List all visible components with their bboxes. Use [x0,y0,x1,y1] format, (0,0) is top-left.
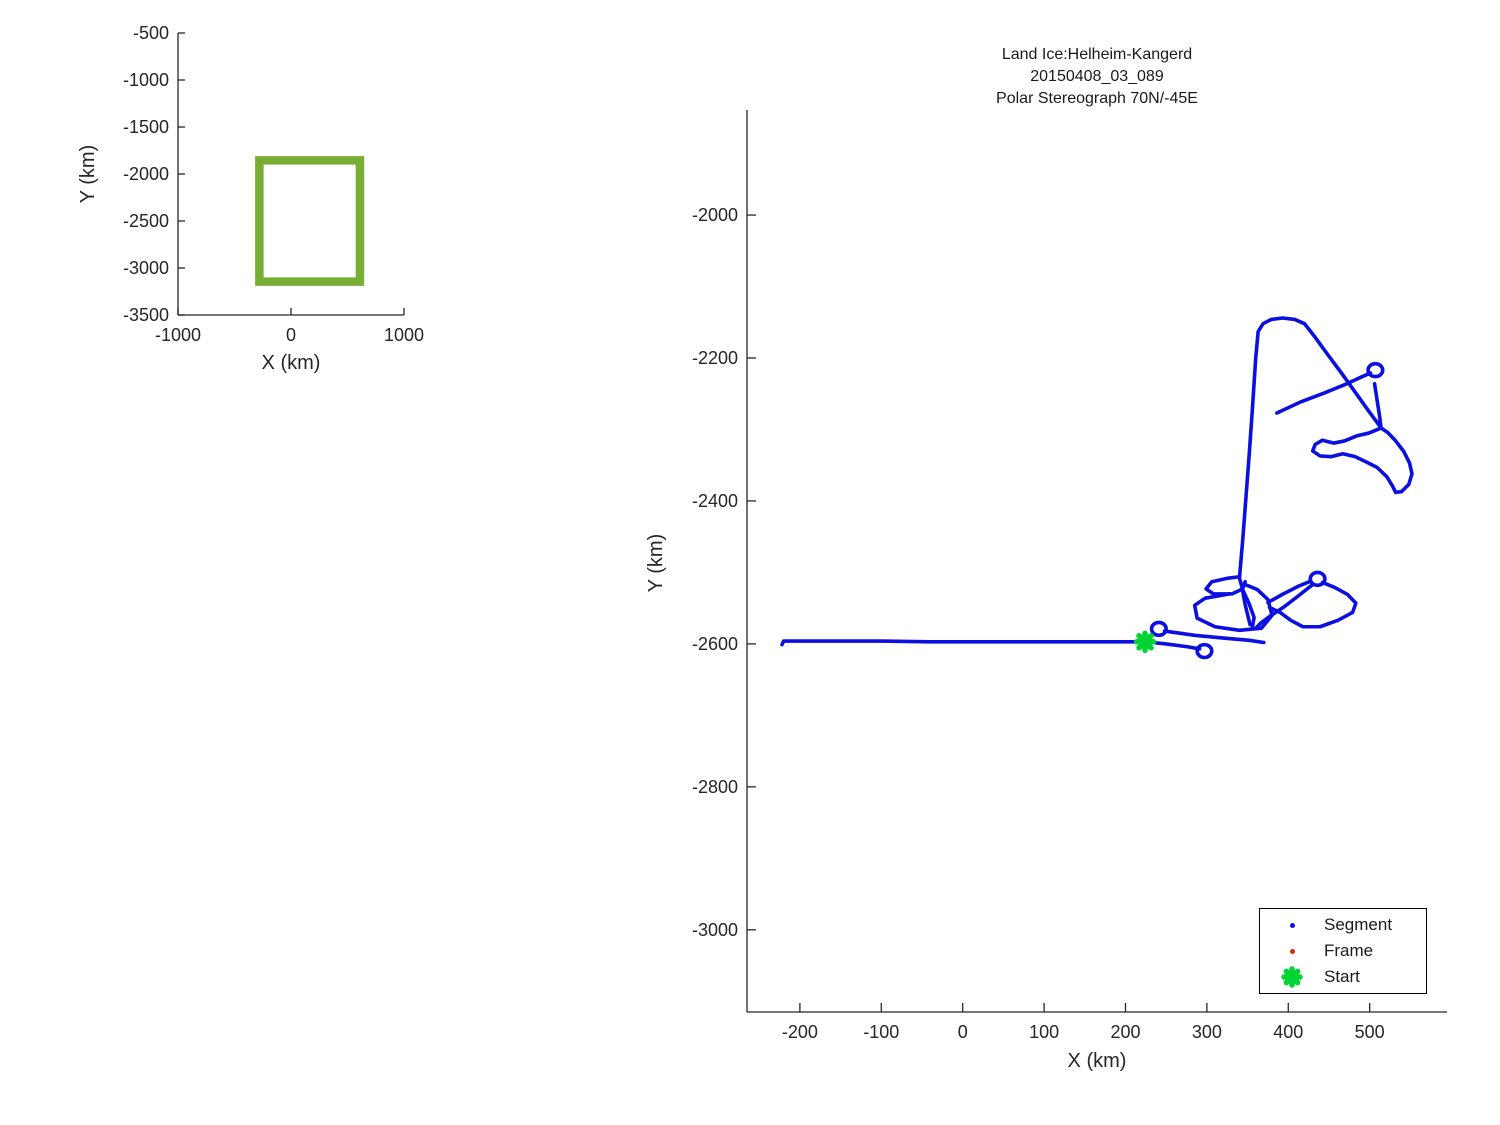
track-spur-east [1162,629,1266,645]
main-x-tick-label: 400 [1273,1022,1303,1042]
turn-loop-marker [1366,361,1385,379]
frame-dot-icon [1289,948,1295,954]
title-line-1: Land Ice:Helheim-Kangerd [1001,46,1193,63]
overview-x-tick-label: 0 [286,325,296,345]
legend-item-start: Start [1260,964,1426,990]
track-wing-return [1254,582,1315,630]
turn-loop-marker [1195,642,1214,660]
legend-label-start: Start [1324,967,1360,986]
main-y-tick-label: -2400 [692,491,738,511]
overview-y-tick-label: -3000 [123,258,169,278]
track-cross-diagonal [1275,371,1373,415]
main-x-tick-label: -200 [782,1022,818,1042]
main-x-tick-label: 500 [1355,1022,1385,1042]
turn-loop-marker [1308,570,1327,588]
main-y-tick-label: -2000 [692,205,738,225]
track-transit-west-line [780,639,1147,647]
start-star-icon [1281,966,1303,988]
main-x-tick-label: 0 [958,1022,968,1042]
track-wing-out [1266,579,1312,605]
overview-x-tick-label: -1000 [155,325,201,345]
track-cluster-middle-line [1240,587,1256,629]
legend-box: Segment Frame Start [1259,908,1427,994]
main-y-axis-label: Y (km) [645,533,667,593]
legend-item-frame: Frame [1260,938,1426,964]
track-wing-loop [1267,580,1358,629]
legend-marker-cell [1260,948,1324,954]
main-y-tick-label: -3000 [692,920,738,940]
legend-marker-cell [1260,966,1324,988]
overview-y-axis-label: Y (km) [77,144,99,204]
title-line-3: Polar Stereograph 70N/-45E [996,90,1198,107]
main-y-tick-label: -2600 [692,634,738,654]
start-marker [1136,633,1154,651]
main-x-tick-label: -100 [863,1022,899,1042]
main-x-tick-label: 300 [1192,1022,1222,1042]
turn-loop-marker [1149,620,1168,638]
track-cluster-left-loop [1192,582,1274,633]
coverage-outline [255,156,365,286]
track-loop-descent [1372,381,1383,430]
main-y-tick-label: -2800 [692,777,738,797]
overview-x-axis-label: X (km) [261,352,321,374]
legend-item-segment: Segment [1260,912,1426,938]
track-survey-foot [1310,426,1414,495]
main-x-tick-label: 200 [1110,1022,1140,1042]
main-y-tick-label: -2200 [692,348,738,368]
main-x-tick-label: 100 [1029,1022,1059,1042]
legend-label-frame: Frame [1324,941,1374,960]
legend-marker-cell [1260,922,1324,928]
main-plot-title: Land Ice:Helheim-Kangerd 20150408_03_089… [847,44,1347,110]
overview-y-tick-label: -1500 [123,117,169,137]
title-line-2: 20150408_03_089 [1030,68,1164,85]
overview-y-tick-label: -3500 [123,305,169,325]
main-x-axis-label: X (km) [1067,1050,1127,1072]
overview-y-tick-label: -1000 [123,70,169,90]
segment-dot-icon [1289,922,1295,928]
legend-label-segment: Segment [1324,915,1393,934]
overview-x-tick-label: 1000 [384,325,424,345]
overview-y-tick-label: -500 [133,23,169,43]
overview-y-tick-label: -2500 [123,211,169,231]
overview-y-tick-label: -2000 [123,164,169,184]
